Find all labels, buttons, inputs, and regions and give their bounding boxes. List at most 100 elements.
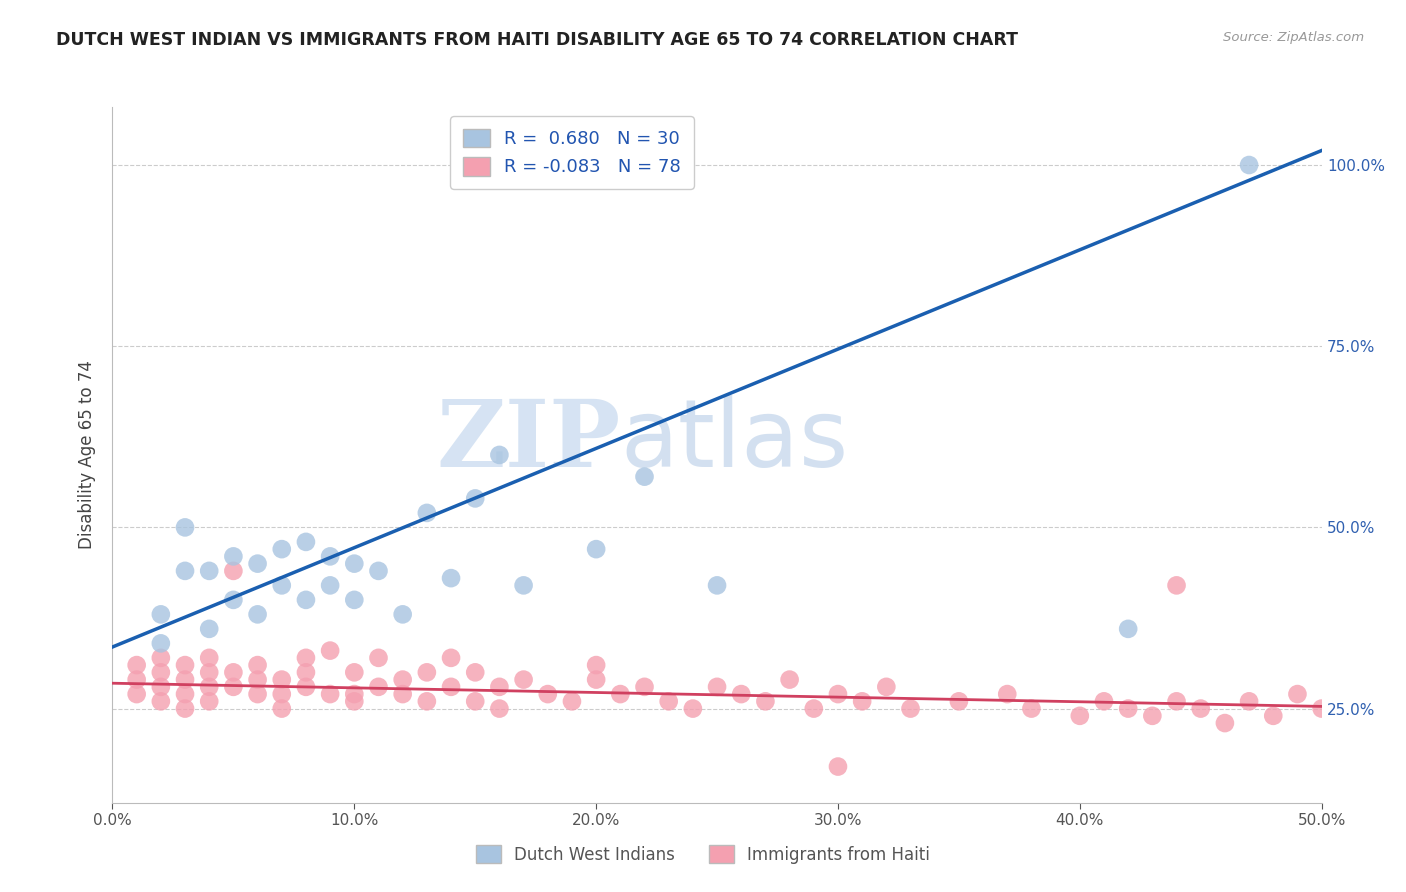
Point bbox=[174, 658, 197, 673]
Point bbox=[609, 687, 631, 701]
Point bbox=[125, 687, 148, 701]
Point bbox=[1021, 701, 1043, 715]
Point bbox=[416, 506, 439, 520]
Point bbox=[367, 564, 389, 578]
Point bbox=[149, 651, 172, 665]
Legend: R =  0.680   N = 30, R = -0.083   N = 78: R = 0.680 N = 30, R = -0.083 N = 78 bbox=[450, 116, 693, 189]
Point bbox=[149, 636, 172, 650]
Point bbox=[198, 651, 221, 665]
Point bbox=[270, 701, 292, 715]
Point bbox=[1189, 701, 1212, 715]
Point bbox=[391, 673, 413, 687]
Point bbox=[222, 592, 245, 607]
Point bbox=[174, 520, 197, 534]
Point bbox=[706, 680, 728, 694]
Point bbox=[561, 694, 583, 708]
Point bbox=[440, 680, 463, 694]
Point bbox=[246, 658, 269, 673]
Point bbox=[198, 680, 221, 694]
Point bbox=[682, 701, 704, 715]
Point bbox=[827, 759, 849, 773]
Point bbox=[222, 680, 245, 694]
Point bbox=[585, 658, 607, 673]
Point bbox=[416, 665, 439, 680]
Point bbox=[1116, 701, 1139, 715]
Point bbox=[488, 680, 510, 694]
Point bbox=[1069, 708, 1091, 723]
Point bbox=[270, 687, 292, 701]
Point bbox=[295, 651, 318, 665]
Point bbox=[295, 592, 318, 607]
Point bbox=[174, 673, 197, 687]
Point bbox=[730, 687, 752, 701]
Point bbox=[1166, 694, 1188, 708]
Point bbox=[537, 687, 560, 701]
Point bbox=[246, 607, 269, 622]
Point bbox=[343, 694, 366, 708]
Point bbox=[222, 549, 245, 564]
Point bbox=[174, 701, 197, 715]
Point bbox=[1166, 578, 1188, 592]
Point bbox=[706, 578, 728, 592]
Point bbox=[198, 665, 221, 680]
Point bbox=[198, 694, 221, 708]
Point bbox=[391, 687, 413, 701]
Point bbox=[512, 578, 534, 592]
Point bbox=[367, 651, 389, 665]
Text: DUTCH WEST INDIAN VS IMMIGRANTS FROM HAITI DISABILITY AGE 65 TO 74 CORRELATION C: DUTCH WEST INDIAN VS IMMIGRANTS FROM HAI… bbox=[56, 31, 1018, 49]
Point bbox=[416, 694, 439, 708]
Point bbox=[827, 687, 849, 701]
Point bbox=[1263, 708, 1285, 723]
Point bbox=[585, 542, 607, 557]
Point bbox=[343, 665, 366, 680]
Point bbox=[295, 535, 318, 549]
Legend: Dutch West Indians, Immigrants from Haiti: Dutch West Indians, Immigrants from Hait… bbox=[470, 838, 936, 871]
Point bbox=[440, 651, 463, 665]
Point bbox=[754, 694, 776, 708]
Point bbox=[295, 665, 318, 680]
Point bbox=[1142, 708, 1164, 723]
Point bbox=[270, 542, 292, 557]
Point bbox=[1116, 622, 1139, 636]
Point bbox=[1237, 158, 1260, 172]
Point bbox=[367, 680, 389, 694]
Point bbox=[488, 448, 510, 462]
Point bbox=[995, 687, 1018, 701]
Point bbox=[343, 687, 366, 701]
Point bbox=[222, 564, 245, 578]
Point bbox=[488, 701, 510, 715]
Point bbox=[222, 665, 245, 680]
Point bbox=[125, 673, 148, 687]
Point bbox=[198, 622, 221, 636]
Point bbox=[270, 578, 292, 592]
Point bbox=[125, 658, 148, 673]
Point bbox=[464, 665, 486, 680]
Point bbox=[464, 491, 486, 506]
Point bbox=[851, 694, 873, 708]
Point bbox=[658, 694, 681, 708]
Point bbox=[391, 607, 413, 622]
Point bbox=[319, 549, 342, 564]
Point bbox=[343, 557, 366, 571]
Point bbox=[633, 469, 655, 483]
Point bbox=[900, 701, 922, 715]
Point bbox=[149, 680, 172, 694]
Point bbox=[149, 607, 172, 622]
Point bbox=[803, 701, 825, 715]
Point bbox=[464, 694, 486, 708]
Point bbox=[149, 694, 172, 708]
Point bbox=[246, 557, 269, 571]
Point bbox=[319, 578, 342, 592]
Text: atlas: atlas bbox=[620, 395, 849, 487]
Point bbox=[779, 673, 801, 687]
Point bbox=[633, 680, 655, 694]
Point bbox=[319, 687, 342, 701]
Point bbox=[585, 673, 607, 687]
Point bbox=[149, 665, 172, 680]
Point bbox=[1213, 716, 1236, 731]
Point bbox=[1286, 687, 1309, 701]
Point bbox=[246, 687, 269, 701]
Point bbox=[295, 680, 318, 694]
Point bbox=[1092, 694, 1115, 708]
Point bbox=[948, 694, 970, 708]
